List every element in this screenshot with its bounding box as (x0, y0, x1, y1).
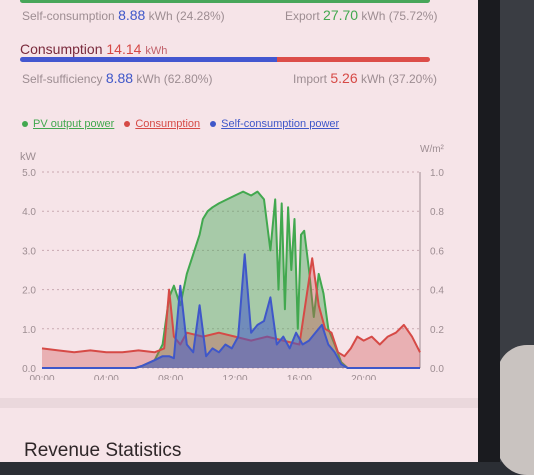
x-tick: 08:00 (158, 374, 183, 380)
y-tick-left: 0.0 (22, 364, 36, 375)
consumption-bar (20, 57, 430, 62)
export-summary: Export 27.70 kWh (75.72%) (285, 7, 438, 23)
chart-series (41, 190, 421, 369)
legend-pv[interactable]: PV output power (22, 118, 114, 130)
green-dot-icon (22, 121, 28, 127)
x-tick: 12:00 (223, 374, 248, 380)
y-tick-right: 0.4 (430, 286, 444, 297)
series-pv-area (42, 191, 420, 368)
x-tick: 16:00 (287, 374, 312, 380)
y-tick-right: 1.0 (430, 168, 444, 179)
legend-consumption[interactable]: Consumption (124, 118, 200, 130)
revenue-statistics-title: Revenue Statistics (24, 440, 182, 461)
y-tick-left: 5.0 (22, 168, 36, 179)
finger (497, 345, 534, 475)
y-tick-right: 0.8 (430, 207, 444, 218)
y-tick-left: 3.0 (22, 246, 36, 257)
y-tick-left: 2.0 (22, 286, 36, 297)
y-tick-left: 4.0 (22, 207, 36, 218)
y-tick-right: 0.6 (430, 246, 444, 257)
chart-legend: PV output power Consumption Self-consump… (22, 118, 339, 130)
y-tick-left: 1.0 (22, 325, 36, 336)
phone-frame (478, 0, 500, 462)
y-tick-right: 0.0 (430, 364, 444, 375)
chart-ticks: 0.0 0.0 1.0 0.2 2.0 0.4 3.0 0.6 4.0 0.8 5.0 1.0 00:0… (22, 168, 444, 380)
x-tick: 04:00 (94, 374, 119, 380)
power-chart[interactable]: kW W/m² 0.0 0.0 1.0 0.2 2.0 0.4 3.0 0.6 4.0 0.8 5.… (0, 140, 478, 380)
legend-self-consumption[interactable]: Self-consumption power (210, 118, 339, 130)
x-tick: 20:00 (351, 374, 376, 380)
self-sufficiency-summary: Self-sufficiency 8.88 kWh (62.80%) (22, 70, 213, 86)
y-axis-right-label: W/m² (420, 144, 445, 155)
production-bar (20, 0, 430, 3)
blue-dot-icon (210, 121, 217, 127)
red-dot-icon (124, 121, 131, 127)
phone-screen: Self-consumption 8.88 kWh (24.28%) Expor… (0, 0, 478, 462)
import-summary: Import 5.26 kWh (37.20%) (293, 70, 437, 86)
self-consumption-summary: Self-consumption 8.88 kWh (24.28%) (22, 7, 225, 23)
y-tick-right: 0.2 (430, 325, 444, 336)
series-self-consumption-line (42, 253, 420, 369)
series-self-consumption-area (42, 254, 420, 368)
x-tick: 00:00 (29, 374, 54, 380)
card-divider (0, 398, 478, 408)
y-axis-left-label: kW (20, 151, 37, 163)
consumption-summary: Consumption 14.14 kWh (20, 41, 168, 57)
